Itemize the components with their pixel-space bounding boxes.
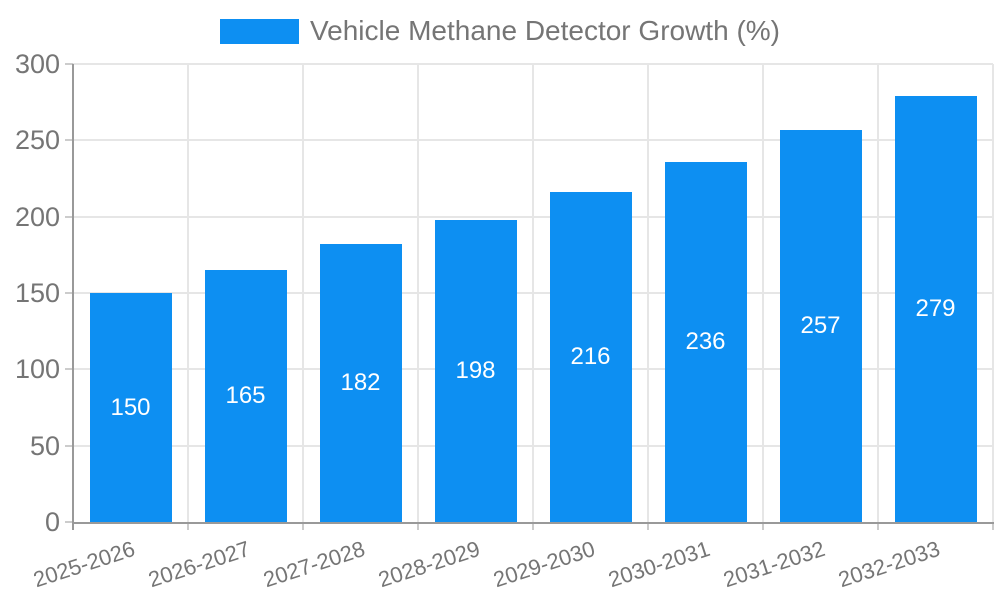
x-axis-label: 2027-2028 [260, 536, 369, 593]
bar: 165 [204, 270, 287, 522]
y-axis-label: 50 [29, 430, 60, 461]
bar-value-label: 279 [915, 295, 956, 323]
bar: 236 [664, 161, 747, 522]
x-tick-mark [877, 522, 879, 530]
gridline-vertical [877, 64, 879, 522]
legend-swatch [220, 18, 299, 44]
y-tick-mark [65, 292, 73, 294]
bar-value-label: 236 [685, 327, 726, 355]
bar: 279 [894, 96, 977, 522]
x-axis-label: 2031-2032 [720, 536, 829, 593]
x-axis-label: 2030-2031 [605, 536, 714, 593]
x-axis-label: 2026-2027 [145, 536, 254, 593]
x-tick-mark [647, 522, 649, 530]
y-axis-label: 300 [14, 49, 60, 79]
bar-value-label: 150 [110, 393, 151, 421]
x-axis-line [72, 522, 994, 524]
gridline-vertical [417, 64, 419, 522]
x-tick-mark [302, 522, 304, 530]
gridline-vertical [532, 64, 534, 522]
x-axis-label: 2028-2029 [375, 536, 484, 593]
y-tick-mark [65, 368, 73, 371]
y-axis-label: 150 [14, 278, 60, 308]
y-axis-label: 200 [14, 201, 60, 232]
bar: 182 [319, 244, 402, 522]
y-axis-label: 250 [14, 125, 60, 156]
x-axis-label: 2025-2026 [30, 536, 139, 593]
gridline-vertical [187, 64, 189, 522]
gridline-vertical [762, 64, 764, 522]
gridline-vertical [302, 64, 304, 522]
y-axis-label: 100 [14, 354, 60, 385]
bar-value-label: 216 [570, 343, 611, 371]
y-axis-label: 0 [44, 507, 60, 537]
bar: 216 [549, 192, 632, 522]
x-axis-label: 2032-2033 [835, 536, 944, 593]
x-tick-mark [417, 522, 419, 530]
gridline-vertical [992, 64, 994, 522]
y-tick-mark [65, 139, 73, 142]
bar: 257 [779, 129, 862, 522]
y-tick-mark [65, 63, 73, 65]
y-tick-mark [65, 444, 73, 447]
gridline-vertical [647, 64, 649, 522]
bar-value-label: 198 [455, 356, 496, 384]
bar-value-label: 165 [225, 382, 266, 410]
x-tick-mark [762, 522, 764, 530]
y-axis-line [72, 64, 74, 530]
bar-value-label: 257 [800, 311, 841, 339]
chart-legend[interactable]: Vehicle Methane Detector Growth (%) [0, 15, 1000, 47]
x-axis-label: 2029-2030 [490, 536, 599, 593]
x-tick-mark [992, 522, 994, 530]
legend-label: Vehicle Methane Detector Growth (%) [310, 15, 780, 46]
x-tick-mark [187, 522, 189, 530]
bar: 198 [434, 219, 517, 522]
bar: 150 [89, 293, 172, 522]
y-tick-mark [65, 521, 73, 523]
bar-value-label: 182 [340, 369, 381, 397]
y-tick-mark [65, 215, 73, 218]
x-tick-mark [532, 522, 534, 530]
